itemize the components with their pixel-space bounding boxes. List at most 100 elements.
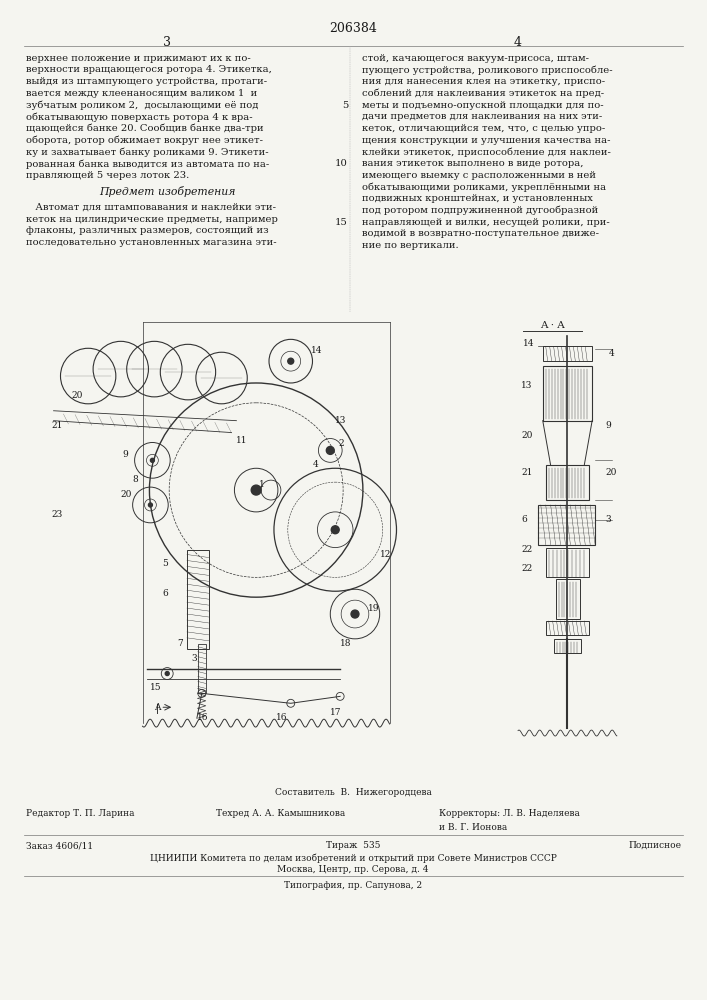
Text: и В. Г. Ионова: и В. Г. Ионова bbox=[439, 823, 507, 832]
Text: 14: 14 bbox=[523, 339, 534, 348]
Text: 1: 1 bbox=[259, 480, 265, 489]
Bar bbox=[543, 366, 592, 421]
Text: щения конструкции и улучшения качества на-: щения конструкции и улучшения качества н… bbox=[362, 136, 610, 145]
Text: дачи предметов для наклеивания на них эти-: дачи предметов для наклеивания на них эт… bbox=[362, 112, 602, 121]
Text: 14: 14 bbox=[310, 346, 322, 355]
Text: 5: 5 bbox=[163, 560, 168, 568]
Text: 206384: 206384 bbox=[329, 22, 377, 35]
Bar bbox=[546, 621, 589, 635]
Text: Корректоры: Л. В. Наделяева: Корректоры: Л. В. Наделяева bbox=[439, 809, 580, 818]
Circle shape bbox=[327, 446, 334, 454]
Text: щающейся банке 20. Сообщив банке два-три: щающейся банке 20. Сообщив банке два-три bbox=[26, 124, 264, 133]
Text: 22: 22 bbox=[521, 564, 532, 573]
Text: 21: 21 bbox=[521, 468, 532, 477]
Text: обкатывающими роликами, укреплёнными на: обкатывающими роликами, укреплёнными на bbox=[362, 182, 606, 192]
Text: зубчатым роликом 2,  досылающими её под: зубчатым роликом 2, досылающими её под bbox=[26, 101, 258, 110]
Text: 19: 19 bbox=[368, 604, 380, 613]
Text: клейки этикеток, приспособление для наклеи-: клейки этикеток, приспособление для накл… bbox=[362, 147, 611, 157]
Text: 23: 23 bbox=[52, 510, 63, 519]
Text: вания этикеток выполнено в виде ротора,: вания этикеток выполнено в виде ротора, bbox=[362, 159, 583, 168]
Text: 13: 13 bbox=[334, 416, 346, 425]
Circle shape bbox=[151, 458, 154, 462]
Text: кеток на цилиндрические предметы, например: кеток на цилиндрические предметы, наприм… bbox=[26, 215, 278, 224]
Bar bbox=[187, 550, 209, 649]
Text: 9: 9 bbox=[605, 421, 611, 430]
Text: 17: 17 bbox=[330, 708, 341, 717]
Text: Тираж  535: Тираж 535 bbox=[326, 841, 380, 850]
Text: A · A: A · A bbox=[540, 322, 565, 330]
Text: 15: 15 bbox=[151, 683, 162, 692]
Text: 12: 12 bbox=[380, 550, 391, 559]
Text: кеток, отличающийся тем, что, с целью упро-: кеток, отличающийся тем, что, с целью уп… bbox=[362, 124, 605, 133]
Text: 10: 10 bbox=[335, 159, 348, 168]
Text: 2: 2 bbox=[338, 439, 344, 448]
Text: 8: 8 bbox=[133, 475, 139, 484]
Text: 3: 3 bbox=[191, 654, 197, 663]
Bar bbox=[556, 579, 580, 619]
Text: 13: 13 bbox=[521, 381, 532, 390]
Text: 16: 16 bbox=[276, 713, 288, 722]
Text: пующего устройства, роликового приспособле-: пующего устройства, роликового приспособ… bbox=[362, 65, 612, 75]
Text: 20: 20 bbox=[121, 490, 132, 499]
Text: Москва, Центр, пр. Серова, д. 4: Москва, Центр, пр. Серова, д. 4 bbox=[277, 865, 428, 874]
Bar bbox=[543, 346, 592, 361]
Text: ния для нанесения клея на этикетку, приспо-: ния для нанесения клея на этикетку, прис… bbox=[362, 77, 605, 86]
Text: верхнее положение и прижимают их к по-: верхнее положение и прижимают их к по- bbox=[26, 54, 251, 63]
Text: Заказ 4606/11: Заказ 4606/11 bbox=[26, 841, 93, 850]
Text: Автомат для штамповавания и наклейки эти-: Автомат для штамповавания и наклейки эти… bbox=[26, 203, 276, 212]
Text: 5: 5 bbox=[341, 101, 348, 110]
Text: Составитель  В.  Нижегородцева: Составитель В. Нижегородцева bbox=[274, 788, 431, 797]
Text: меты и подъемно-опускной площадки для по-: меты и подъемно-опускной площадки для по… bbox=[362, 101, 604, 110]
Circle shape bbox=[332, 526, 339, 534]
Text: Редактор Т. П. Ларина: Редактор Т. П. Ларина bbox=[26, 809, 134, 818]
Text: ку и захватывает банку роликами 9. Этикети-: ку и захватывает банку роликами 9. Этике… bbox=[26, 147, 269, 157]
Text: 4: 4 bbox=[312, 460, 318, 469]
Text: соблений для наклеивания этикеток на пред-: соблений для наклеивания этикеток на пре… bbox=[362, 89, 604, 98]
Text: направляющей и вилки, несущей ролики, при-: направляющей и вилки, несущей ролики, пр… bbox=[362, 218, 609, 227]
Text: 20: 20 bbox=[605, 468, 617, 477]
Text: A: A bbox=[154, 703, 161, 712]
Text: 22: 22 bbox=[521, 545, 532, 554]
Text: под ротором подпружиненной дугообразной: под ротором подпружиненной дугообразной bbox=[362, 206, 598, 215]
Bar bbox=[546, 465, 589, 500]
Text: 11: 11 bbox=[235, 436, 247, 445]
Text: ние по вертикали.: ние по вертикали. bbox=[362, 241, 459, 250]
Text: 18: 18 bbox=[340, 639, 351, 648]
Text: 3: 3 bbox=[605, 515, 611, 524]
Bar bbox=[538, 505, 595, 545]
Text: Подписное: Подписное bbox=[628, 841, 681, 850]
Text: рованная банка выводится из автомата по на-: рованная банка выводится из автомата по … bbox=[26, 159, 269, 169]
Text: подвижных кронштейнах, и установленных: подвижных кронштейнах, и установленных bbox=[362, 194, 592, 203]
Text: 20: 20 bbox=[521, 431, 532, 440]
Text: 21: 21 bbox=[52, 421, 63, 430]
Text: имеющего выемку с расположенными в ней: имеющего выемку с расположенными в ней bbox=[362, 171, 596, 180]
Bar bbox=[554, 639, 581, 653]
Text: Предмет изобретения: Предмет изобретения bbox=[99, 186, 235, 197]
Circle shape bbox=[351, 610, 359, 618]
Text: ЦНИИПИ Комитета по делам изобретений и открытий при Совете Министров СССР: ЦНИИПИ Комитета по делам изобретений и о… bbox=[150, 853, 556, 863]
Text: 4: 4 bbox=[514, 36, 522, 49]
Text: 15: 15 bbox=[335, 218, 348, 227]
Text: Типография, пр. Сапунова, 2: Типография, пр. Сапунова, 2 bbox=[284, 881, 422, 890]
Text: верхности вращающегося ротора 4. Этикетка,: верхности вращающегося ротора 4. Этикетк… bbox=[26, 65, 271, 74]
Circle shape bbox=[288, 358, 293, 364]
Text: 16: 16 bbox=[197, 713, 209, 722]
Text: правляющей 5 через лоток 23.: правляющей 5 через лоток 23. bbox=[26, 171, 189, 180]
Text: оборота, ротор обжимает вокруг нее этикет-: оборота, ротор обжимает вокруг нее этике… bbox=[26, 136, 263, 145]
Text: 4: 4 bbox=[609, 349, 614, 358]
Text: обкатывающую поверхасть ротора 4 к вра-: обкатывающую поверхасть ротора 4 к вра- bbox=[26, 112, 252, 122]
Text: 7: 7 bbox=[177, 639, 183, 648]
Circle shape bbox=[165, 672, 169, 676]
Text: 9: 9 bbox=[123, 450, 129, 459]
Bar bbox=[546, 548, 589, 577]
Text: водимой в возвратно-поступательное движе-: водимой в возвратно-поступательное движе… bbox=[362, 229, 599, 238]
Text: стой, качающегося вакуум-присоса, штам-: стой, качающегося вакуум-присоса, штам- bbox=[362, 54, 589, 63]
Text: 3: 3 bbox=[163, 36, 171, 49]
Text: 6: 6 bbox=[521, 515, 527, 524]
Bar bbox=[198, 644, 206, 693]
Text: 20: 20 bbox=[71, 391, 83, 400]
Text: Техред А. А. Камышникова: Техред А. А. Камышникова bbox=[216, 809, 346, 818]
Text: вается между клеенаносящим валиком 1  и: вается между клеенаносящим валиком 1 и bbox=[26, 89, 257, 98]
Text: 6: 6 bbox=[163, 589, 168, 598]
Text: флаконы, различных размеров, состоящий из: флаконы, различных размеров, состоящий и… bbox=[26, 226, 269, 235]
